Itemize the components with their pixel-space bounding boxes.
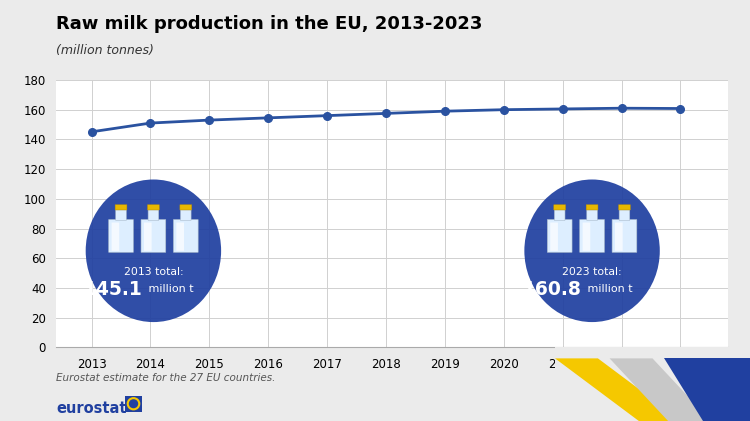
Ellipse shape <box>524 179 660 322</box>
Text: Eurostat estimate for the 27 EU countries.: Eurostat estimate for the 27 EU countrie… <box>56 373 276 383</box>
FancyBboxPatch shape <box>548 219 572 252</box>
FancyBboxPatch shape <box>148 210 159 220</box>
FancyBboxPatch shape <box>180 205 192 210</box>
Text: million t: million t <box>146 285 194 294</box>
FancyBboxPatch shape <box>173 219 198 252</box>
Polygon shape <box>610 358 711 421</box>
Text: 2013 total:: 2013 total: <box>124 266 183 277</box>
FancyBboxPatch shape <box>620 210 630 220</box>
FancyBboxPatch shape <box>109 219 134 252</box>
Text: million t: million t <box>584 285 632 294</box>
FancyBboxPatch shape <box>148 205 159 210</box>
FancyBboxPatch shape <box>116 210 126 220</box>
FancyBboxPatch shape <box>612 219 637 252</box>
Text: 160.8: 160.8 <box>523 280 581 299</box>
FancyBboxPatch shape <box>615 223 622 251</box>
FancyBboxPatch shape <box>181 210 191 220</box>
Polygon shape <box>555 358 682 421</box>
FancyBboxPatch shape <box>144 223 152 251</box>
FancyBboxPatch shape <box>554 210 565 220</box>
Text: (million tonnes): (million tonnes) <box>56 44 154 57</box>
FancyBboxPatch shape <box>583 223 590 251</box>
Text: 145.1: 145.1 <box>84 280 142 299</box>
FancyBboxPatch shape <box>580 219 604 252</box>
FancyBboxPatch shape <box>112 223 119 251</box>
Text: Raw milk production in the EU, 2013-2023: Raw milk production in the EU, 2013-2023 <box>56 15 483 33</box>
FancyBboxPatch shape <box>141 219 166 252</box>
FancyBboxPatch shape <box>116 205 127 210</box>
FancyBboxPatch shape <box>586 210 597 220</box>
Text: eurostat: eurostat <box>56 401 127 416</box>
FancyBboxPatch shape <box>176 223 184 251</box>
Text: 2023 total:: 2023 total: <box>562 266 622 277</box>
FancyBboxPatch shape <box>586 205 598 210</box>
Polygon shape <box>664 358 750 421</box>
FancyBboxPatch shape <box>550 223 558 251</box>
FancyBboxPatch shape <box>554 205 566 210</box>
Ellipse shape <box>86 179 221 322</box>
FancyBboxPatch shape <box>619 205 630 210</box>
